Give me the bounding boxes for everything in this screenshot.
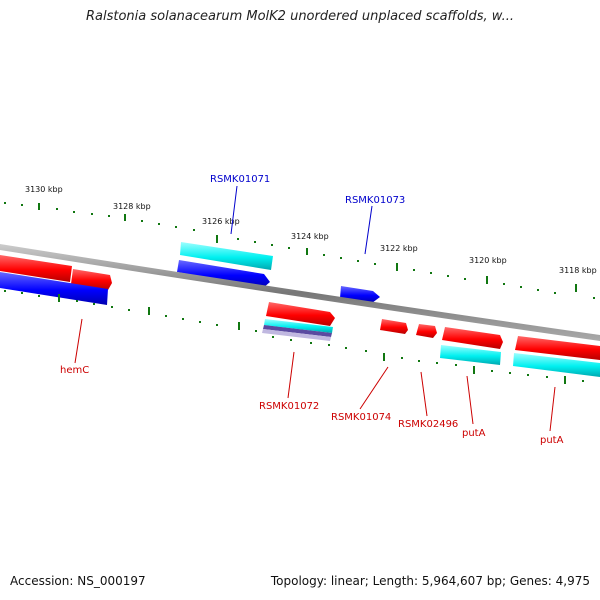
kbp-label: 3122 kbp: [380, 244, 418, 253]
gene-label-hemC[interactable]: hemC: [60, 365, 89, 376]
upper-tick-ruler: [4, 202, 595, 299]
kbp-labels: 3130 kbp 3128 kbp 3126 kbp 3124 kbp 3122…: [25, 185, 597, 275]
topology-summary-text: Topology: linear; Length: 5,964,607 bp; …: [270, 574, 590, 588]
gene-RSMK01071[interactable]: [177, 260, 270, 288]
gene-label-RSMK01073[interactable]: RSMK01073: [345, 195, 405, 206]
gene-RSMK01074[interactable]: [380, 319, 408, 334]
gene-label-RSMK02496[interactable]: RSMK02496: [398, 419, 458, 430]
gene-RSMK01072-band[interactable]: [263, 325, 332, 337]
reverse-genes: [177, 242, 380, 303]
reverse-gene-labels: RSMK01071 RSMK01073: [210, 174, 405, 255]
gene-label-RSMK01072[interactable]: RSMK01072: [259, 401, 319, 412]
lower-tick-ruler: [4, 290, 584, 384]
sequence-backbone: [0, 244, 600, 341]
kbp-label: 3120 kbp: [469, 256, 507, 265]
gene-label-putA[interactable]: putA: [462, 428, 486, 439]
gene-label-RSMK01071[interactable]: RSMK01071: [210, 174, 270, 185]
kbp-label: 3128 kbp: [113, 202, 151, 211]
gene-left-blue[interactable]: [0, 272, 108, 305]
gene-putA1-cds[interactable]: [440, 345, 501, 365]
map-title: Ralstonia solanacearum MolK2 unordered u…: [85, 9, 514, 24]
gene-putA1[interactable]: [442, 327, 503, 349]
kbp-label: 3126 kbp: [202, 217, 240, 226]
gene-left-red-1[interactable]: [0, 255, 72, 282]
forward-gene-labels: hemC RSMK01072 RSMK01074 RSMK02496 putA …: [60, 318, 564, 446]
gene-label-RSMK01074[interactable]: RSMK01074: [331, 412, 391, 423]
gene-label-putA[interactable]: putA: [540, 435, 564, 446]
gene-RSMK01072-cds[interactable]: [264, 319, 333, 333]
gene-putA2-cds[interactable]: [513, 353, 600, 377]
kbp-label: 3124 kbp: [291, 232, 329, 241]
forward-genes: [262, 302, 600, 377]
left-edge-genes: [0, 255, 112, 305]
gene-RSMK01072[interactable]: [266, 302, 335, 326]
gene-putA2[interactable]: [515, 336, 600, 360]
kbp-label: 3130 kbp: [25, 185, 63, 194]
kbp-label: 3118 kbp: [559, 266, 597, 275]
gene-RSMK01071-cds[interactable]: [180, 242, 273, 270]
accession-text: Accession: NS_000197: [10, 574, 146, 588]
gene-hemC[interactable]: [71, 269, 112, 290]
gene-RSMK02496[interactable]: [416, 324, 437, 338]
gene-RSMK01072-band2[interactable]: [262, 329, 331, 341]
